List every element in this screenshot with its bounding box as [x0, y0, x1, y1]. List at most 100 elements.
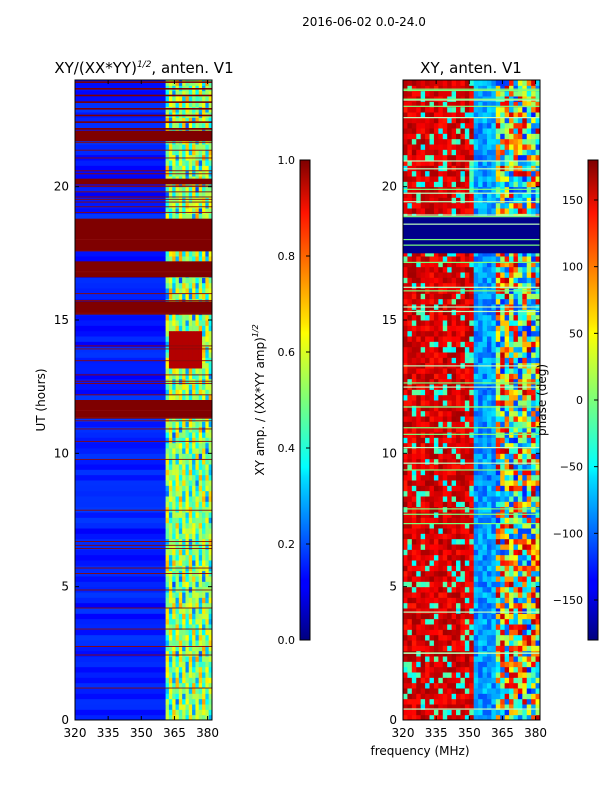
heat-cell: [469, 581, 475, 588]
heat-cell: [182, 96, 186, 102]
heat-cell: [460, 298, 466, 305]
heat-cell: [165, 186, 170, 193]
heat-cell: [535, 314, 540, 321]
heat-cell: [188, 496, 193, 502]
heat-cell: [182, 293, 186, 300]
heat-cell: [407, 501, 413, 508]
heat-cell: [522, 309, 528, 316]
heat-cell: [407, 464, 413, 470]
heat-cell: [175, 597, 180, 604]
heat-cell: [198, 320, 203, 326]
heat-cell: [438, 661, 444, 668]
heat-cell: [192, 432, 196, 438]
heat-cell: [456, 298, 461, 305]
heat-cell: [198, 709, 203, 716]
heat-cell: [535, 378, 540, 385]
heat-cell: [460, 352, 466, 358]
heat-cell: [420, 341, 426, 348]
heat-cell: [447, 672, 452, 678]
heat-cell: [460, 666, 466, 673]
heat-cell: [208, 346, 212, 353]
heat-cell: [473, 677, 479, 684]
heat-cell: [513, 352, 519, 358]
heat-cell: [509, 197, 514, 204]
heat-cell: [416, 261, 421, 268]
heat-cell: [168, 325, 173, 332]
heat-cell: [175, 117, 180, 124]
heat-cell: [185, 352, 190, 358]
heat-cell: [75, 394, 166, 401]
heat-cell: [447, 688, 452, 694]
heat-cell: [407, 266, 413, 273]
heat-cell: [535, 677, 540, 684]
heat-cell: [456, 480, 461, 486]
heat-cell: [464, 298, 470, 305]
heat-cell: [182, 672, 186, 678]
heat-cell: [192, 208, 196, 214]
heat-cell: [182, 485, 186, 492]
heat-cell: [482, 672, 488, 678]
heat-cell: [192, 149, 196, 156]
heat-cell: [504, 709, 510, 716]
heat-cell: [198, 645, 203, 652]
heat-cell: [442, 698, 448, 705]
heat-cell: [192, 501, 196, 508]
heat-cell: [175, 714, 180, 720]
heat-cell: [473, 416, 479, 422]
heat-cell: [205, 117, 209, 124]
heat-cell: [500, 629, 505, 636]
heat-cell: [192, 618, 196, 625]
heat-cell: [202, 186, 206, 193]
heat-cell: [202, 480, 206, 486]
heat-cell: [491, 538, 497, 545]
heat-cell: [495, 709, 501, 716]
heat-cell: [478, 645, 483, 652]
heat-cell: [185, 336, 190, 342]
heat-cell: [482, 634, 488, 641]
heat-cell: [509, 597, 514, 604]
heat-cell: [495, 549, 501, 556]
heat-cell: [202, 544, 206, 550]
heat-cell: [526, 410, 532, 417]
heat-cell: [460, 570, 466, 577]
heat-cell: [464, 416, 470, 422]
heat-cell: [495, 368, 501, 374]
heat-cell: [513, 464, 519, 470]
heat-cell: [495, 480, 501, 486]
heat-cell: [75, 560, 166, 566]
heat-cell: [478, 197, 483, 204]
heat-cell: [456, 405, 461, 412]
heat-cell: [172, 533, 176, 540]
heat-cell: [198, 186, 203, 193]
heat-cell: [473, 421, 479, 428]
heat-cell: [469, 512, 475, 518]
heat-cell: [403, 533, 408, 540]
heat-cell: [420, 538, 426, 545]
heat-cell: [202, 576, 206, 582]
heat-cell: [464, 522, 470, 529]
heat-cell: [442, 458, 448, 465]
heat-cell: [425, 506, 430, 513]
heat-cell: [208, 186, 212, 193]
heat-cell: [451, 453, 457, 460]
heat-cell: [208, 517, 212, 524]
heat-cell: [504, 437, 510, 444]
flag-line: [75, 88, 212, 90]
heat-cell: [407, 645, 413, 652]
heat-cell: [495, 512, 501, 518]
heat-cell: [517, 309, 523, 316]
heat-cell: [192, 288, 196, 294]
heat-cell: [188, 186, 193, 193]
heat-cell: [411, 629, 417, 636]
heat-cell: [202, 714, 206, 720]
heat-cell: [535, 389, 540, 396]
heat-cell: [464, 560, 470, 566]
heat-cell: [464, 453, 470, 460]
heat-cell: [185, 389, 190, 396]
heat-cell: [504, 394, 510, 401]
heat-cell: [517, 368, 523, 374]
heat-cell: [531, 522, 536, 529]
heat-cell: [531, 272, 536, 278]
heat-cell: [403, 688, 408, 694]
